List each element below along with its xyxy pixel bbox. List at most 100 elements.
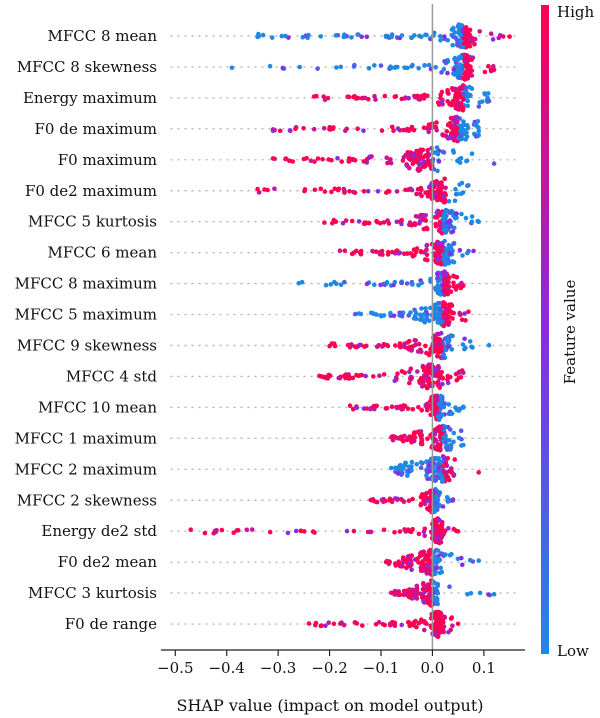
shap-point bbox=[428, 398, 433, 404]
shap-point bbox=[435, 168, 440, 174]
shap-point bbox=[457, 70, 463, 75]
shap-point bbox=[334, 65, 339, 70]
shap-point bbox=[303, 33, 309, 38]
shap-point bbox=[347, 403, 353, 409]
shap-point bbox=[455, 621, 461, 627]
shap-point bbox=[397, 341, 403, 346]
shap-point bbox=[438, 188, 443, 194]
shap-point bbox=[417, 312, 423, 318]
shap-point bbox=[420, 559, 425, 564]
shap-point bbox=[450, 316, 455, 321]
shap-point bbox=[448, 251, 453, 256]
shap-point bbox=[428, 36, 433, 42]
shap-point bbox=[315, 156, 321, 161]
shap-point bbox=[428, 593, 433, 599]
shap-point bbox=[435, 468, 441, 474]
shap-point bbox=[356, 219, 362, 224]
shap-point bbox=[416, 283, 421, 288]
shap-point bbox=[426, 129, 432, 135]
shap-point bbox=[329, 189, 334, 195]
shap-point bbox=[459, 23, 465, 28]
feature-row: MFCC 9 skewness bbox=[17, 330, 522, 361]
shap-point bbox=[287, 128, 293, 133]
feature-label: F0 maximum bbox=[58, 151, 157, 169]
shap-point bbox=[458, 428, 464, 434]
feature-row: MFCC 8 maximum bbox=[15, 269, 522, 298]
shap-point bbox=[267, 63, 273, 69]
shap-point bbox=[405, 406, 411, 412]
feature-label: MFCC 5 kurtosis bbox=[28, 213, 157, 231]
shap-point bbox=[437, 502, 442, 508]
shap-point bbox=[363, 373, 368, 379]
x-tick-label: −0.2 bbox=[311, 659, 347, 677]
shap-point bbox=[451, 130, 457, 136]
shap-point bbox=[467, 37, 472, 42]
shap-point bbox=[342, 32, 347, 37]
shap-point bbox=[338, 621, 343, 626]
shap-point bbox=[440, 193, 446, 199]
shap-point bbox=[290, 159, 296, 164]
shap-point bbox=[440, 303, 446, 309]
shap-point bbox=[436, 249, 442, 254]
shap-point bbox=[432, 614, 438, 619]
shap-point bbox=[352, 62, 357, 68]
shap-point bbox=[444, 129, 450, 134]
shap-point bbox=[453, 105, 459, 111]
shap-point bbox=[364, 406, 370, 411]
shap-point bbox=[433, 305, 439, 311]
shap-point bbox=[434, 344, 439, 350]
shap-point bbox=[344, 528, 350, 534]
shap-point bbox=[439, 319, 445, 325]
shap-point bbox=[440, 504, 446, 509]
shap-point bbox=[460, 96, 466, 102]
shap-point bbox=[396, 251, 402, 256]
shap-point bbox=[389, 124, 395, 130]
shap-point bbox=[455, 101, 461, 107]
shap-point bbox=[437, 517, 442, 523]
shap-point bbox=[459, 555, 464, 561]
shap-point bbox=[423, 213, 428, 218]
shap-point bbox=[440, 475, 445, 480]
shap-point bbox=[395, 497, 400, 503]
shap-point bbox=[449, 470, 455, 475]
shap-point bbox=[421, 582, 426, 587]
shap-point bbox=[461, 370, 466, 376]
shap-point bbox=[356, 32, 361, 37]
shap-point bbox=[280, 65, 286, 71]
shap-point bbox=[436, 558, 441, 564]
shap-point bbox=[433, 253, 438, 259]
shap-point bbox=[387, 159, 393, 164]
shap-point bbox=[435, 257, 441, 263]
shap-point bbox=[425, 407, 430, 413]
shap-point bbox=[436, 349, 442, 355]
shap-point bbox=[424, 587, 430, 593]
shap-point bbox=[412, 221, 417, 226]
shap-point bbox=[334, 281, 339, 287]
feature-row: MFCC 3 kurtosis bbox=[28, 578, 522, 608]
shap-point bbox=[296, 280, 302, 286]
shap-point bbox=[467, 71, 473, 76]
shap-point bbox=[465, 103, 471, 109]
shap-point bbox=[435, 283, 441, 289]
shap-point bbox=[443, 310, 449, 316]
shap-point bbox=[442, 34, 447, 39]
shap-point bbox=[435, 271, 440, 276]
shap-point bbox=[327, 127, 333, 132]
shap-point bbox=[477, 29, 483, 34]
shap-point bbox=[486, 63, 491, 69]
shap-point bbox=[457, 182, 462, 187]
shap-point bbox=[371, 374, 376, 379]
feature-label: MFCC 5 maximum bbox=[15, 306, 157, 324]
shap-point bbox=[469, 219, 475, 225]
shap-point bbox=[490, 37, 496, 42]
shap-point bbox=[443, 185, 448, 191]
shap-point bbox=[441, 463, 447, 468]
shap-point bbox=[418, 249, 424, 255]
shap-point bbox=[465, 57, 471, 62]
shap-point bbox=[437, 624, 443, 629]
feature-label: MFCC 3 kurtosis bbox=[28, 584, 157, 602]
shap-point bbox=[446, 199, 452, 204]
shap-point bbox=[395, 471, 401, 476]
shap-point bbox=[446, 338, 452, 344]
shap-point bbox=[448, 445, 454, 451]
